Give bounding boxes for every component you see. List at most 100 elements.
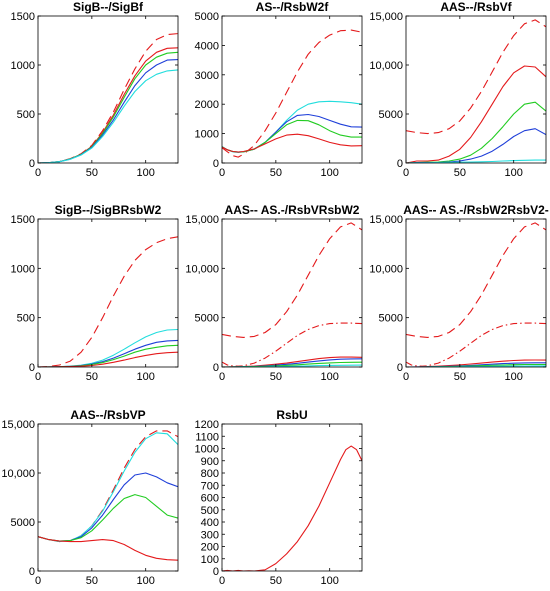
series-line-cyan-solid	[38, 69, 178, 163]
x-tick-label: 50	[270, 575, 282, 587]
axes-frame	[221, 15, 363, 164]
y-tick-label: 900	[201, 456, 219, 468]
x-tick-label: 50	[270, 167, 282, 179]
x-tick-label: 0	[403, 371, 409, 383]
y-tick-label: 5000	[195, 313, 219, 325]
series-line-green-solid	[406, 101, 546, 163]
series-line-red-solid	[222, 133, 362, 153]
y-tick-label: 600	[201, 493, 219, 505]
y-tick-label: 15,000	[369, 11, 403, 23]
x-tick-label: 0	[403, 167, 409, 179]
series-line-green-solid	[222, 119, 362, 153]
x-tick-label: 100	[137, 575, 155, 587]
x-tick-label: 100	[505, 167, 523, 179]
subplot-title: AAS-- AS.-/RsbVRsbW2	[225, 203, 360, 217]
x-tick-label: 100	[321, 575, 339, 587]
y-tick-label: 300	[201, 529, 219, 541]
y-tick-label: 1000	[195, 444, 219, 456]
x-tick-label: 50	[270, 371, 282, 383]
x-tick-label: 50	[454, 371, 466, 383]
y-tick-label: 500	[17, 313, 35, 325]
series-line-red-dashed	[38, 430, 178, 543]
y-tick-label: 500	[201, 505, 219, 517]
axes-frame	[405, 218, 547, 368]
subplot-title: AAS-- AS.-/RsbW2RsbV2-	[403, 203, 549, 217]
subplot-title: SigB--/SigBf	[73, 0, 144, 14]
y-tick-label: 5000	[195, 11, 219, 23]
x-tick-label: 0	[219, 167, 225, 179]
y-tick-label: 5000	[379, 109, 403, 121]
y-tick-label: 0	[213, 362, 219, 374]
y-tick-label: 0	[29, 158, 35, 170]
x-tick-label: 100	[505, 371, 523, 383]
y-tick-label: 400	[201, 517, 219, 529]
y-tick-label: 1000	[11, 60, 35, 72]
y-tick-label: 0	[213, 566, 219, 578]
y-tick-label: 200	[201, 542, 219, 554]
y-tick-label: 10,000	[1, 468, 35, 480]
x-tick-label: 50	[86, 575, 98, 587]
axes-frame	[37, 423, 179, 572]
y-tick-label: 10,000	[185, 263, 219, 275]
x-tick-label: 0	[35, 167, 41, 179]
x-tick-label: 0	[35, 575, 41, 587]
y-tick-label: 0	[29, 362, 35, 374]
y-tick-label: 0	[397, 362, 403, 374]
series-line-red-dashed	[38, 236, 178, 367]
y-tick-label: 3000	[195, 70, 219, 82]
y-tick-label: 100	[201, 554, 219, 566]
series-line-blue-solid	[222, 113, 362, 153]
y-tick-label: 800	[201, 468, 219, 480]
y-tick-label: 1000	[11, 263, 35, 275]
subplot-title: RsbU	[276, 408, 307, 422]
y-tick-label: 4000	[195, 40, 219, 52]
series-line-red-solid	[406, 65, 546, 163]
y-tick-label: 0	[213, 158, 219, 170]
series-line-red-solid	[38, 536, 178, 561]
x-tick-label: 0	[35, 371, 41, 383]
y-tick-label: 10,000	[369, 60, 403, 72]
subplot-3: AAS--/RsbVf 0 50 100 0 5000 10,000 15,000	[369, 0, 547, 179]
x-tick-label: 100	[321, 371, 339, 383]
series-line-blue-solid	[38, 59, 178, 163]
y-tick-label: 1500	[11, 214, 35, 226]
y-tick-label: 15,000	[185, 214, 219, 226]
series-line-red-dashdot	[222, 322, 362, 367]
y-tick-label: 0	[397, 158, 403, 170]
y-tick-label: 15,000	[369, 214, 403, 226]
x-tick-label: 100	[137, 371, 155, 383]
axes-frame	[405, 15, 547, 164]
series-line-red-dashed	[222, 29, 362, 158]
axes-frame	[37, 218, 179, 368]
y-tick-label: 2000	[195, 99, 219, 111]
x-tick-label: 100	[137, 167, 155, 179]
y-tick-label: 5000	[11, 517, 35, 529]
subplot-6: AAS-- AS.-/RsbW2RsbV2- 0 50 100 0 5000 10,000 1…	[369, 203, 548, 383]
series-line-red-dashed	[38, 33, 178, 163]
x-tick-label: 0	[219, 575, 225, 587]
axes-frame	[37, 15, 179, 164]
y-tick-label: 5000	[379, 313, 403, 325]
y-tick-label: 500	[17, 109, 35, 121]
series-line-red-dashed	[406, 222, 546, 338]
x-tick-label: 0	[219, 371, 225, 383]
subplot-title: SigB--/SigBRsbW2	[55, 203, 162, 217]
series-line-red-dashed	[222, 222, 362, 338]
series-line-red-dashed	[406, 19, 546, 135]
subplot-title: AS--/RsbW2f	[256, 0, 330, 14]
subplot-5: AAS-- AS.-/RsbVRsbW2 0 50 100 0 5000 10,000 15,…	[185, 203, 363, 383]
y-tick-label: 1500	[11, 11, 35, 23]
x-tick-label: 50	[86, 167, 98, 179]
x-tick-label: 100	[321, 167, 339, 179]
axes-frame	[221, 423, 363, 572]
series-line-green-solid	[38, 51, 178, 163]
y-tick-label: 1100	[195, 431, 219, 443]
y-tick-label: 1200	[195, 419, 219, 431]
x-tick-label: 50	[86, 371, 98, 383]
axes-frame	[221, 218, 363, 368]
